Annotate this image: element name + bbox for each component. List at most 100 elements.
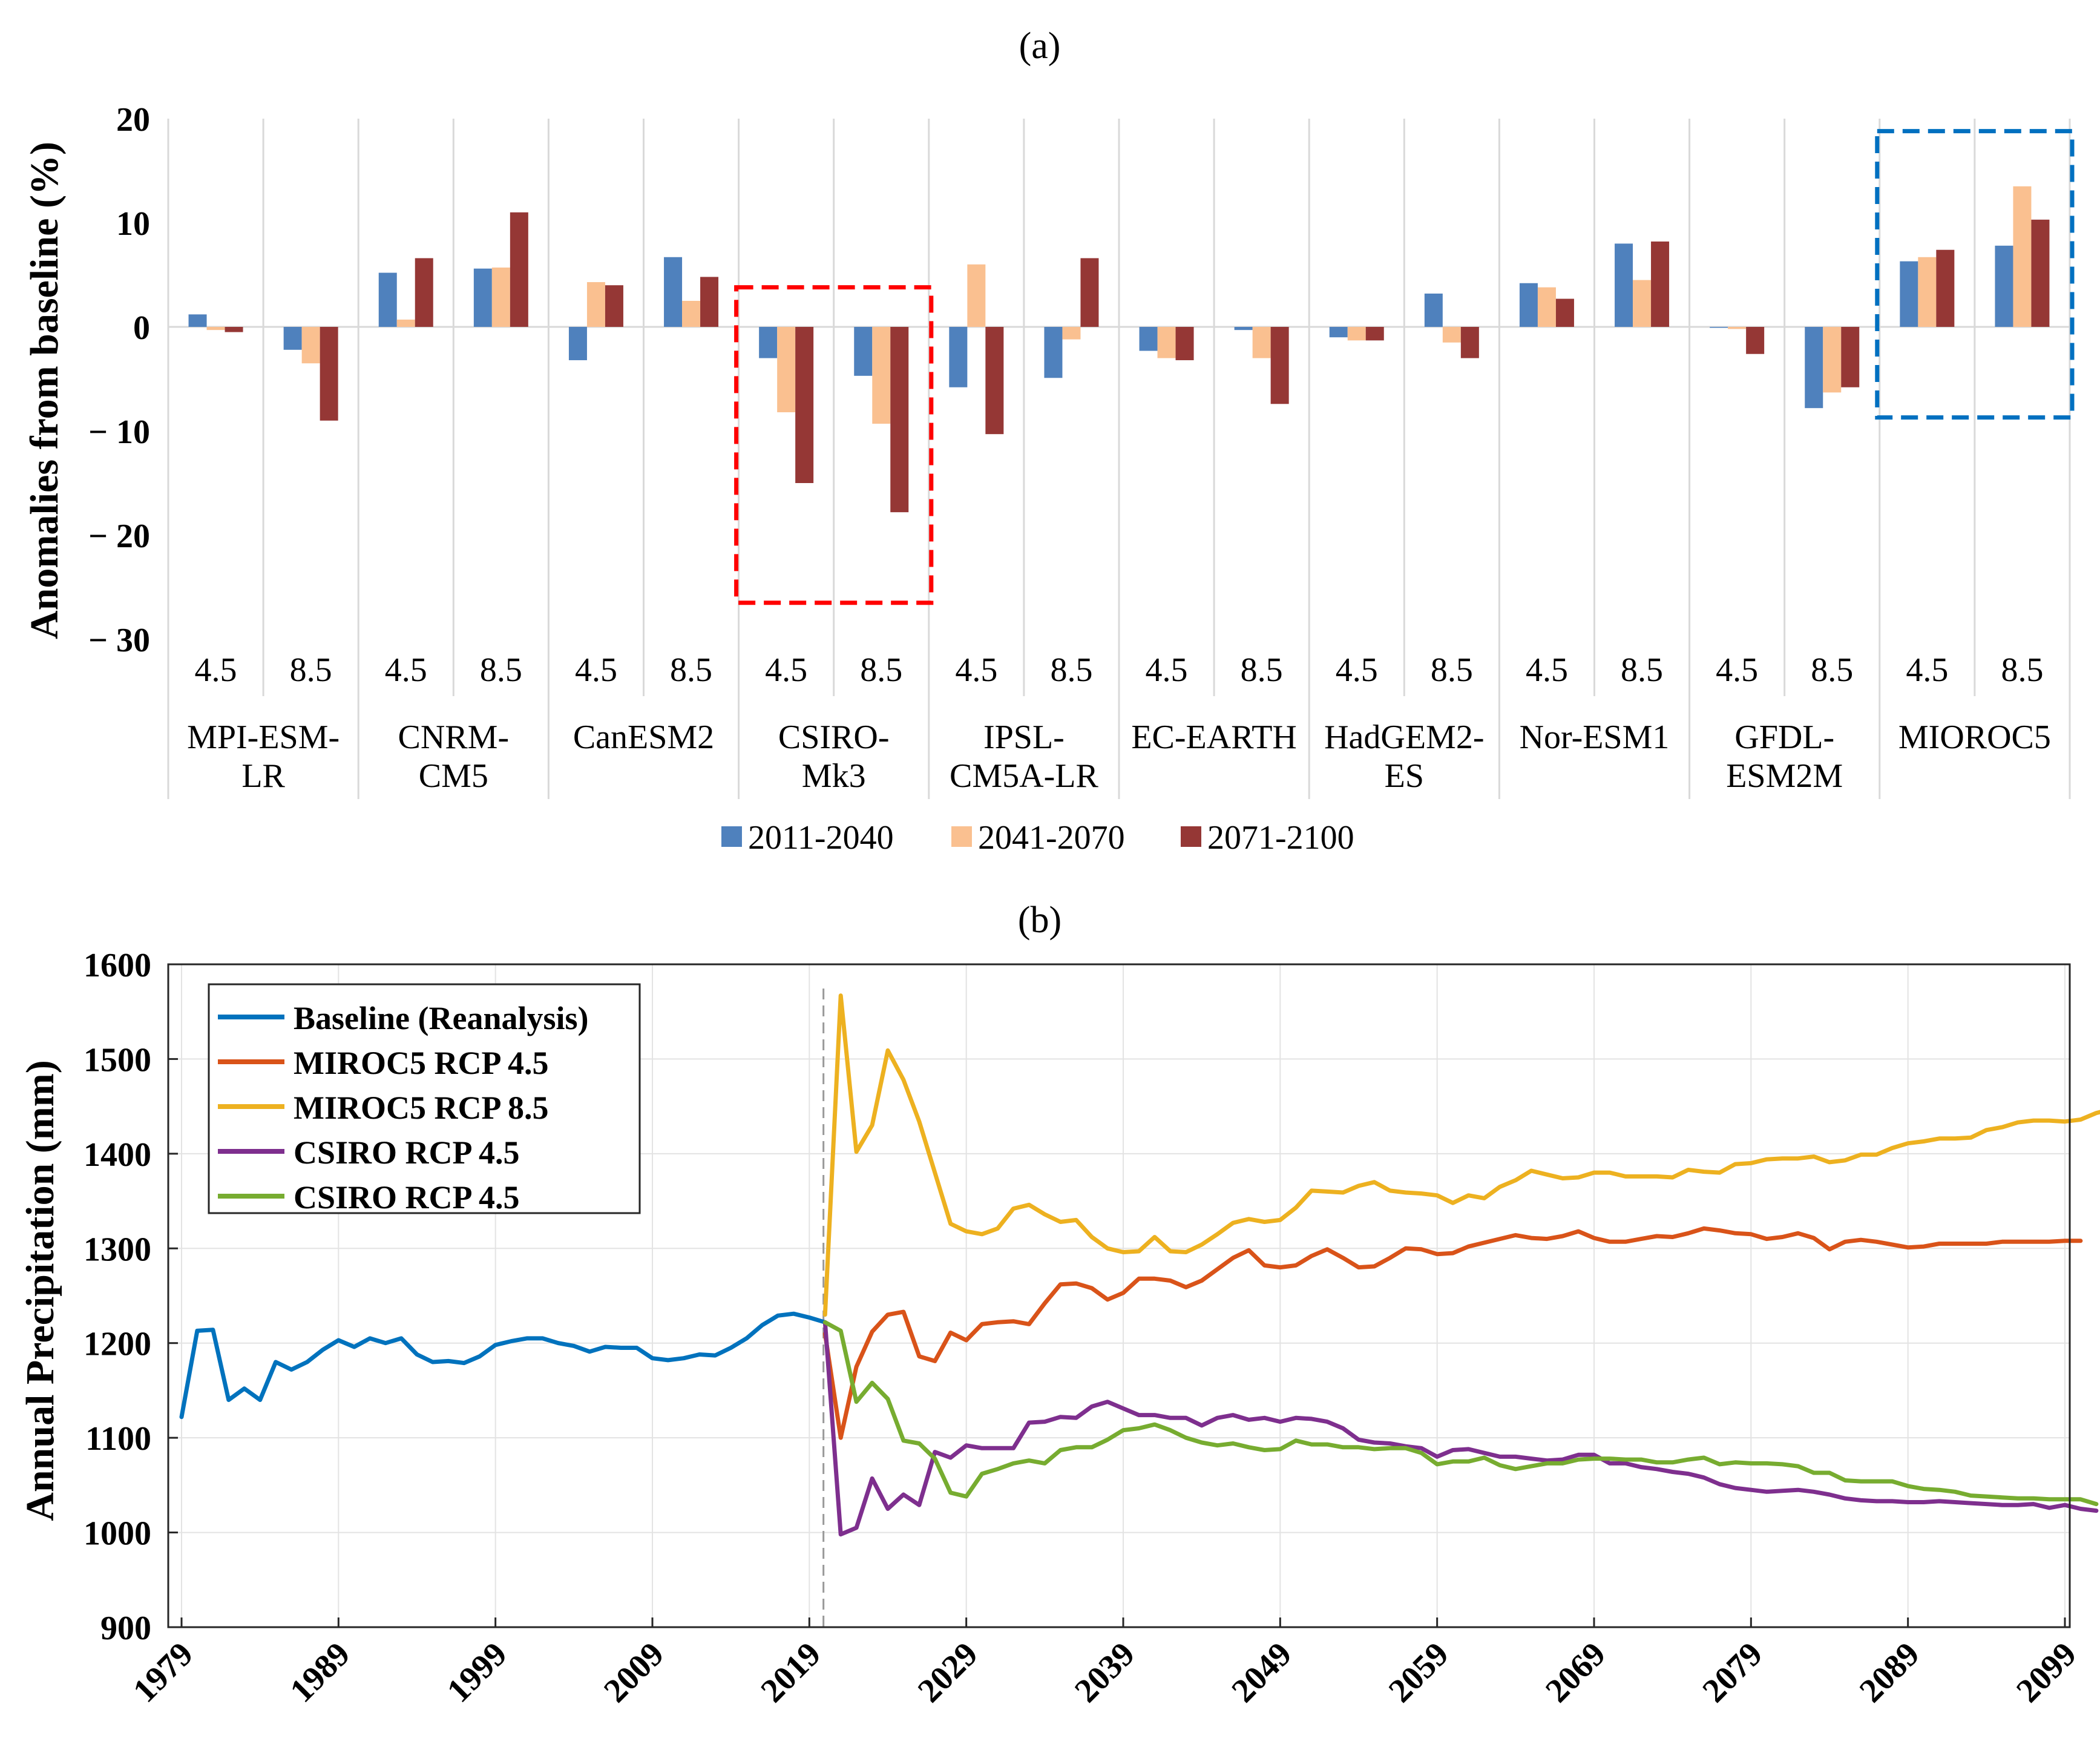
bar — [1995, 245, 2013, 327]
series-line — [822, 1320, 2099, 1537]
panel-a-highlight-boxes — [734, 129, 2075, 605]
bar — [1900, 261, 1918, 327]
bar — [664, 257, 683, 327]
bar — [1460, 327, 1479, 358]
bar — [1252, 327, 1271, 358]
bar — [2013, 186, 2032, 327]
bar — [1442, 327, 1461, 343]
bar — [2031, 219, 2050, 327]
x-tick-label: 2099 — [2009, 1635, 2084, 1709]
legend-label: CSIRO RCP 4.5 — [294, 1179, 520, 1216]
bar — [188, 314, 207, 327]
bar — [1080, 258, 1099, 327]
bar — [510, 212, 528, 327]
bar — [568, 327, 587, 361]
bar — [1633, 280, 1652, 327]
y-tick-label: − 10 — [88, 413, 150, 451]
y-tick-label: − 20 — [88, 518, 150, 555]
bar — [1234, 327, 1253, 331]
bar — [1805, 327, 1823, 409]
bar — [1746, 327, 1765, 354]
y-tick-label: 900 — [100, 1610, 151, 1647]
bar — [854, 327, 873, 376]
bar — [1918, 257, 1937, 327]
bar — [1841, 327, 1860, 387]
x-tick-label: 1989 — [283, 1635, 357, 1709]
model-label: EC-EARTH — [1131, 719, 1297, 756]
panel-a-label: (a) — [1019, 25, 1061, 67]
bar — [1651, 241, 1670, 327]
bar — [1062, 327, 1081, 340]
bar — [872, 327, 891, 424]
legend-label: MIROC5 RCP 8.5 — [294, 1090, 548, 1126]
scenario-label: 4.5 — [1336, 651, 1378, 689]
bar — [378, 272, 397, 327]
legend-swatch — [1181, 826, 1201, 847]
bar — [1157, 327, 1176, 358]
x-tick-label: 2039 — [1068, 1635, 1142, 1709]
y-tick-label: 1200 — [84, 1326, 151, 1363]
model-label: MPI-ESM- — [187, 719, 340, 756]
bar — [1365, 327, 1384, 341]
legend-label: Baseline (Reanalysis) — [294, 1000, 589, 1036]
scenario-label: 4.5 — [385, 651, 427, 689]
scenario-label: 8.5 — [1621, 651, 1663, 689]
bar — [1270, 327, 1289, 404]
model-label: IPSL- — [983, 719, 1065, 756]
model-label: MIOROC5 — [1898, 719, 2051, 756]
series-line — [822, 993, 2100, 1317]
model-label: CanESM2 — [573, 719, 714, 756]
panel-a-bars — [188, 186, 2050, 513]
bar — [1710, 327, 1728, 328]
bar — [206, 327, 225, 331]
x-tick-label: 2029 — [911, 1635, 985, 1709]
bar — [605, 285, 623, 327]
bar — [1615, 243, 1633, 327]
panel-b-y-axis-label: Annual Precipitation (mm) — [18, 1060, 62, 1521]
legend-swatch — [721, 826, 742, 847]
scenario-label: 4.5 — [1146, 651, 1188, 689]
model-label: Mk3 — [802, 757, 866, 795]
model-label: ESM2M — [1726, 757, 1843, 795]
y-tick-label: 1000 — [84, 1515, 151, 1553]
bar — [1728, 327, 1747, 329]
x-tick-label: 2089 — [1852, 1635, 1927, 1709]
bar — [473, 268, 492, 327]
x-tick-label: 2049 — [1224, 1635, 1299, 1709]
scenario-label: 4.5 — [195, 651, 237, 689]
bar — [1936, 249, 1955, 327]
bar — [301, 327, 320, 364]
bar — [1823, 327, 1842, 393]
bar — [283, 327, 302, 350]
model-label: CM5A-LR — [950, 757, 1098, 795]
scenario-label: 4.5 — [575, 651, 617, 689]
bar — [777, 327, 796, 413]
series-line — [179, 1311, 827, 1420]
bar — [415, 258, 433, 327]
scenario-label: 8.5 — [1050, 651, 1092, 689]
legend-label: 2011-2040 — [748, 819, 894, 857]
series-line — [822, 1320, 2099, 1507]
bar — [225, 327, 243, 332]
bar — [1139, 327, 1158, 351]
y-tick-label: 1300 — [84, 1231, 151, 1268]
bar — [1519, 283, 1538, 327]
model-label: CM5 — [419, 757, 488, 795]
panel-b-label: (b) — [1018, 900, 1061, 941]
panel-b-line-chart: (b) Annual Precipitation (mm) 900 1000 110… — [18, 900, 2100, 1709]
bar — [967, 264, 986, 327]
x-tick-label: 2069 — [1538, 1635, 1613, 1709]
panel-a-legend: 2011-2040 2041-2070 2071-2100 — [721, 819, 1354, 857]
bar — [491, 267, 510, 327]
legend-swatch — [951, 826, 972, 847]
bar — [1424, 293, 1443, 327]
highlight-box-mioroc5 — [1875, 129, 2075, 420]
model-label: LR — [241, 757, 285, 795]
scenario-label: 4.5 — [1526, 651, 1568, 689]
plot-frame — [167, 963, 2071, 1628]
y-tick-label: 0 — [133, 309, 150, 347]
bar — [1537, 287, 1556, 327]
x-tick-label: 1999 — [440, 1635, 514, 1709]
legend-label: MIROC5 RCP 4.5 — [294, 1045, 548, 1081]
bar — [1044, 327, 1063, 378]
